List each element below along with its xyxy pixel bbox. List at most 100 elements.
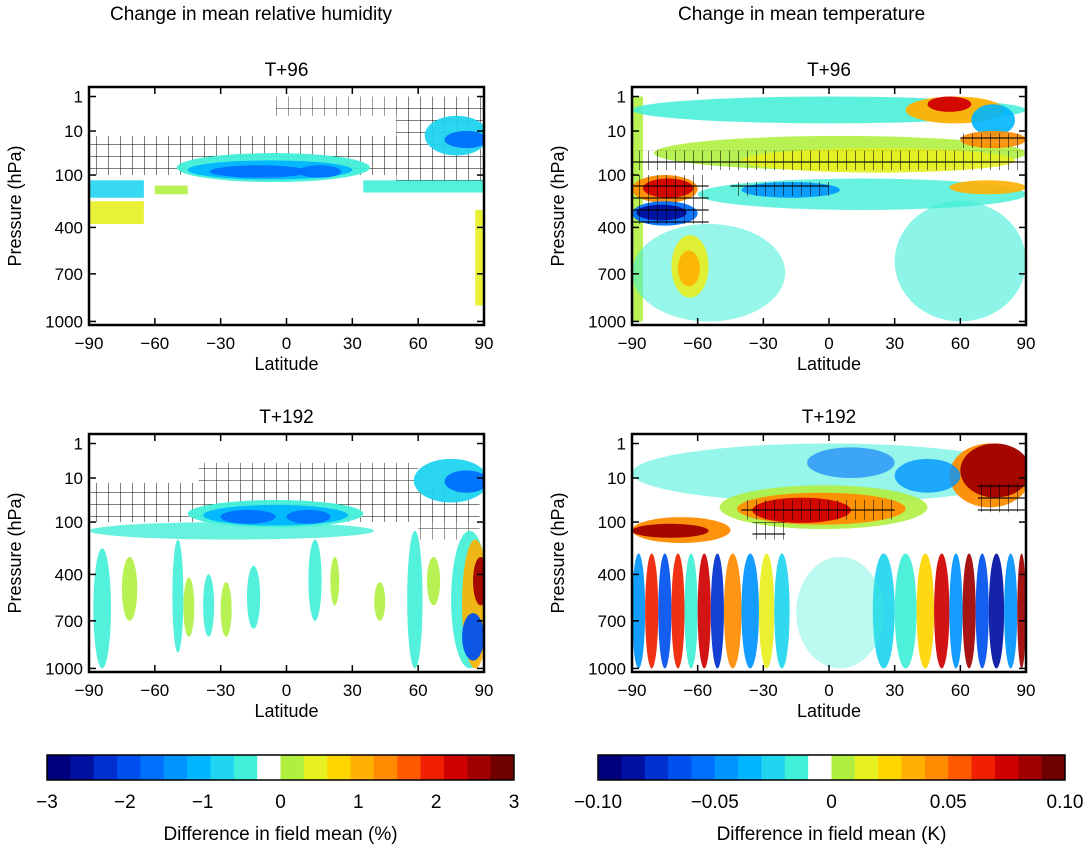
anomaly-cell [684,553,698,669]
panel-temp-t192: T+192 −90 −60 −30 0 30 60 90 1 10 100 400 700 1000 Lat… [548,407,1035,721]
colorbar-swatch [187,755,211,780]
y-tick-label: 10 [64,122,83,141]
colorbar-swatch [420,755,445,780]
colorbar-tick-label: 0 [275,792,286,813]
anomaly-cell [444,470,484,493]
colorbar-swatch [210,755,235,780]
hatch-region [741,500,895,520]
y-tick-label: 700 [598,265,626,284]
y-tick-label: 100 [55,166,83,185]
anomaly-cell [93,548,111,669]
anomaly-cell [658,553,672,669]
anomaly-cell [872,553,895,669]
anomaly-cell [894,201,1026,322]
x-axis-label: Latitude [797,701,861,721]
colorbar-swatch [901,755,926,780]
anomaly-cell [1004,553,1018,669]
column-title-humidity: Change in mean relative humidity [110,4,392,25]
x-tick-label: −90 [618,334,647,353]
x-tick-label: 0 [282,334,291,353]
colorbar-frame [597,754,1066,781]
heatmap-field [89,87,484,325]
y-tick-label: 1 [617,88,626,107]
colorbar-swatch [280,755,305,780]
y-tick-label: 1000 [588,312,626,331]
colorbar-swatch [303,755,328,780]
colorbar-swatch [878,755,903,780]
x-axis-label: Latitude [797,354,861,374]
heatmap-field [89,434,484,672]
y-tick-label: 400 [55,565,83,584]
colorbar-tick-label: −3 [36,792,58,813]
x-axis-label: Latitude [254,701,318,721]
x-tick-label: 30 [343,681,362,700]
y-tick-label: 700 [598,612,626,631]
anomaly-cell [220,582,232,637]
x-axis-label: Latitude [254,354,318,374]
x-tick-label: 90 [1017,334,1036,353]
colorbar-swatch [93,755,118,780]
anomaly-cell [975,553,989,669]
y-tick-label: 400 [55,218,83,237]
anomaly-cell [220,509,276,524]
anomaly-cell [89,201,144,224]
y-tick-label: 100 [598,513,626,532]
hatch-region [632,175,709,224]
x-tick-label: 0 [824,681,833,700]
anomaly-cell [645,553,659,669]
anomaly-cell [671,553,685,669]
x-tick-label: 0 [282,681,291,700]
anomaly-cell [758,553,775,669]
anomaly-cell [308,539,322,621]
colorbar-humidity: −3 −2 −1 0 1 2 3 Difference in field mean (%) [36,754,519,845]
anomaly-cell [677,250,700,287]
colorbar-tick-label: 0.05 [930,792,967,813]
anomaly-cell [916,553,935,669]
colorbar-swatch [327,755,352,780]
y-tick-label: 100 [55,513,83,532]
y-tick-label: 1 [74,88,83,107]
anomaly-cell [374,582,386,621]
colorbar-swatch [47,755,71,780]
x-tick-label: 60 [951,681,970,700]
x-tick-label: 60 [409,334,428,353]
x-tick-label: −90 [75,681,104,700]
x-tick-label: 60 [409,681,428,700]
anomaly-cell [774,553,790,669]
x-tick-label: 30 [885,681,904,700]
colorbar-swatch [831,755,856,780]
colorbar-swatch [1041,755,1066,780]
colorbar-swatch [691,755,716,780]
anomaly-cell [473,556,484,606]
x-tick-label: −30 [749,681,778,700]
anomaly-cell [286,509,331,524]
colorbar-tick-label: −0.10 [574,792,622,813]
y-tick-label: 10 [64,469,83,488]
y-tick-label: 400 [598,565,626,584]
anomaly-cell [330,556,340,606]
x-tick-label: 90 [475,681,494,700]
y-axis-label: Pressure (hPa) [548,145,568,266]
colorbar-tick-label: −0.05 [691,792,739,813]
colorbar-tick-label: 0 [826,792,837,813]
x-tick-label: 60 [951,334,970,353]
colorbar-swatch [761,755,786,780]
y-tick-label: 100 [598,166,626,185]
colorbar-tick-label: 2 [431,792,442,813]
anomaly-cell [203,574,215,637]
anomaly-cell [949,180,1026,195]
anomaly-cell [807,447,895,479]
anomaly-cell [462,613,484,661]
colorbar-tick-label: 1 [353,792,364,813]
colorbar-tick-label: −2 [114,792,136,813]
colorbar-frame [46,754,515,781]
anomaly-cell [697,553,711,669]
colorbar-swatch [621,755,646,780]
colorbar-swatch [397,755,422,780]
x-tick-label: 90 [1017,681,1036,700]
colorbar-swatch [784,755,809,780]
colorbar-swatch [948,755,973,780]
colorbar-swatch [598,755,622,780]
colorbar-swatch [467,755,492,780]
colorbar-swatch [257,755,281,780]
